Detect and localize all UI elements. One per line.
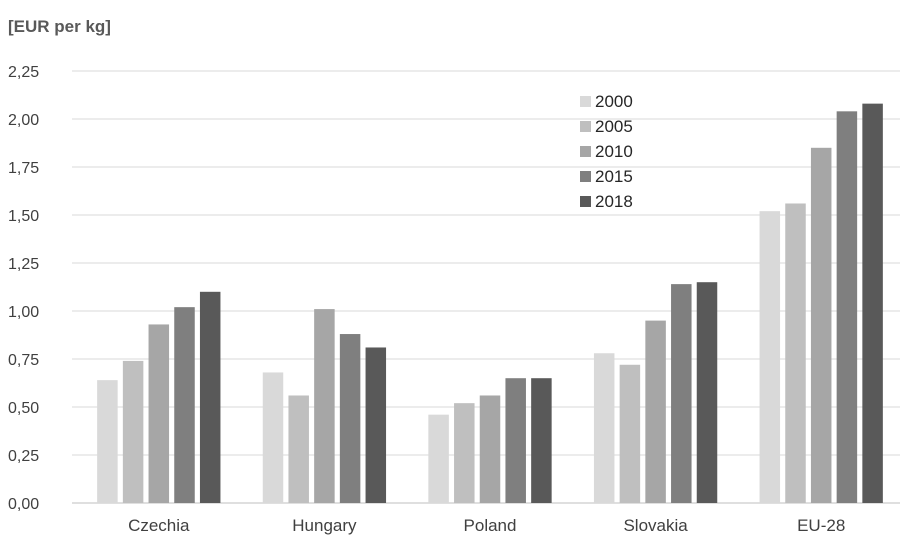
category-label: Hungary xyxy=(292,516,357,535)
x-axis-category-labels: Czechia Hungary Poland Slovakia EU-28 xyxy=(128,516,845,535)
y-tick-label: 2,25 xyxy=(8,64,39,81)
legend-swatch xyxy=(580,196,591,207)
y-tick-label: 2,00 xyxy=(8,112,39,129)
legend-swatch xyxy=(580,171,591,182)
category-label: Czechia xyxy=(128,516,190,535)
y-tick-label: 1,75 xyxy=(8,160,39,177)
legend-swatch xyxy=(580,146,591,157)
bar-poland-2000 xyxy=(428,414,449,503)
y-tick-label: 0,50 xyxy=(8,400,39,417)
category-label: Slovakia xyxy=(623,516,688,535)
bar-slovakia-2010 xyxy=(645,320,666,503)
bar-slovakia-2000 xyxy=(593,353,615,503)
bar-poland-2005 xyxy=(454,403,475,503)
legend-label: 2005 xyxy=(595,117,633,136)
y-tick-label: 1,50 xyxy=(8,208,39,225)
legend-label: 2015 xyxy=(595,167,633,186)
legend-label: 2000 xyxy=(595,92,633,111)
bar-slovakia-2005 xyxy=(619,364,641,503)
category-label: Poland xyxy=(464,516,517,535)
y-tick-label: 0,00 xyxy=(8,496,39,513)
bar-hungary-2005 xyxy=(288,395,309,503)
bar-eu-28-2010 xyxy=(810,147,832,504)
y-axis-tick-labels: 0,00 0,25 0,50 0,75 1,00 1,25 1,50 1,75 2,00 2,25 xyxy=(8,64,39,513)
bar-hungary-2018 xyxy=(365,347,387,503)
bar-czechia-2005 xyxy=(122,360,144,503)
bar-czechia-2018 xyxy=(199,291,221,503)
bar-czechia-2000 xyxy=(97,380,118,503)
legend: 2000 2005 2010 2015 2018 xyxy=(580,92,633,211)
y-tick-label: 1,25 xyxy=(8,256,39,273)
bar-hungary-2010 xyxy=(314,309,335,503)
unit-label: [EUR per kg] xyxy=(8,17,111,36)
bar-eu-28-2015 xyxy=(836,111,858,503)
bar-czechia-2015 xyxy=(174,307,195,503)
bar-eu-28-2018 xyxy=(862,103,883,503)
bars xyxy=(97,103,883,504)
bar-hungary-2015 xyxy=(339,334,361,503)
bar-eu-28-2005 xyxy=(785,203,806,504)
legend-swatch xyxy=(580,96,591,107)
bar-poland-2010 xyxy=(479,395,501,503)
bar-eu-28-2000 xyxy=(759,211,781,503)
category-label: EU-28 xyxy=(797,516,845,535)
legend-swatch xyxy=(580,121,591,132)
y-tick-label: 0,75 xyxy=(8,352,39,369)
y-tick-label: 0,25 xyxy=(8,448,39,465)
bar-slovakia-2018 xyxy=(696,282,718,503)
bar-hungary-2000 xyxy=(262,372,284,503)
bar-poland-2015 xyxy=(505,378,526,503)
y-tick-label: 1,00 xyxy=(8,304,39,321)
bar-poland-2018 xyxy=(531,378,552,503)
legend-label: 2018 xyxy=(595,192,633,211)
legend-label: 2010 xyxy=(595,142,633,161)
bar-slovakia-2015 xyxy=(671,284,692,503)
bar-czechia-2010 xyxy=(148,324,170,503)
